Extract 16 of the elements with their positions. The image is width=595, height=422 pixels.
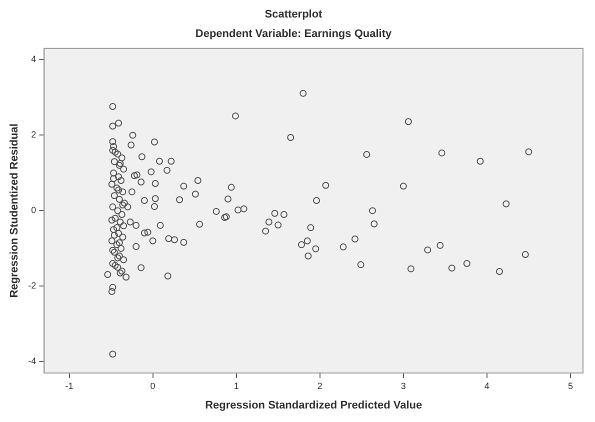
y-tick-label: -4 — [28, 356, 36, 366]
y-tick-label: -2 — [28, 280, 36, 291]
y-axis-title: Regression Studentized Residual — [8, 124, 21, 298]
y-tick-label: 2 — [31, 130, 36, 140]
x-tick-label: 1 — [234, 380, 239, 391]
x-tick-label: 0 — [150, 380, 156, 391]
x-tick-label: 3 — [400, 380, 406, 391]
x-tick-label: 2 — [317, 380, 322, 391]
chart-subtitle: Dependent Variable: Earnings Quality — [195, 28, 392, 40]
y-tick-label: 4 — [31, 54, 36, 64]
x-tick-label: 5 — [568, 380, 573, 391]
chart-title: Scatterplot — [264, 8, 323, 21]
x-tick-label: 4 — [484, 380, 490, 391]
x-tick-label: -1 — [65, 380, 74, 391]
y-tick-label: 0 — [31, 205, 36, 216]
x-axis-title: Regression Standardized Predicted Value — [205, 399, 422, 412]
